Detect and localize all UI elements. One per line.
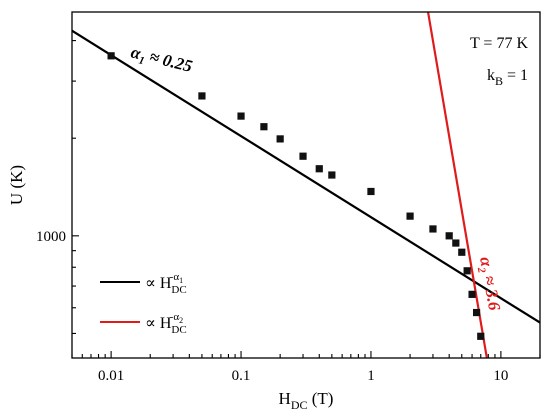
data-point	[477, 332, 485, 340]
y-axis-title: U (K)	[7, 165, 26, 205]
y-tick-labels: 1000	[36, 229, 66, 245]
data-point	[468, 290, 476, 298]
data-point	[328, 171, 336, 179]
y-tick-label: 1000	[36, 229, 66, 245]
data-point	[406, 212, 414, 220]
data-point	[429, 225, 437, 233]
data-point	[198, 92, 206, 100]
boltzmann-annotation: kB = 1	[487, 67, 528, 88]
data-point	[237, 112, 245, 120]
legend: ∝ HDC-α1 ∝ HDC-α2	[100, 271, 187, 336]
data-point	[299, 152, 307, 160]
temperature-annotation: T = 77 K	[470, 35, 529, 52]
x-axis-title: HDC (T)	[279, 389, 334, 412]
legend-label-alpha2: ∝ HDC-α2	[145, 311, 187, 336]
x-tick-label: 1	[367, 368, 375, 384]
fit-line-alpha1	[72, 29, 540, 324]
data-point	[452, 239, 460, 247]
data-point	[260, 123, 268, 131]
x-tick-labels: 0.01 0.1 1 10	[98, 368, 508, 384]
data-point	[458, 248, 466, 256]
data-point	[445, 232, 453, 240]
data-point	[463, 267, 471, 275]
fit-line-alpha2	[426, 12, 488, 358]
plot-frame	[71, 11, 541, 359]
x-tick-label: 10	[493, 368, 508, 384]
x-tick-label: 0.01	[98, 368, 124, 384]
data-point	[472, 308, 481, 317]
fit-lines-layer	[72, 12, 540, 358]
data-point	[367, 187, 375, 196]
data-point	[276, 135, 284, 143]
legend-label-alpha1: ∝ HDC-α1	[145, 271, 187, 296]
data-point	[107, 52, 115, 60]
x-tick-label: 0.1	[232, 368, 251, 384]
ticks-layer	[71, 40, 541, 358]
alpha1-fit-label: α1 ≈ 0.25	[128, 42, 194, 79]
data-point	[315, 165, 323, 173]
data-points-layer	[107, 52, 485, 340]
